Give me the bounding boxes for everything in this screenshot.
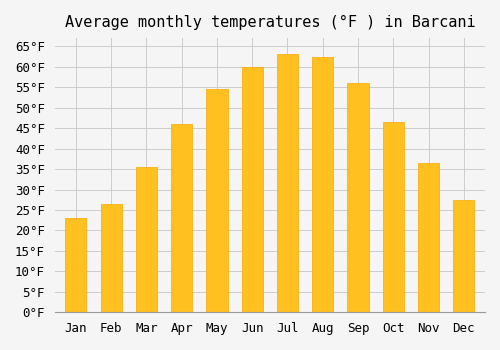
Title: Average monthly temperatures (°F ) in Barcani: Average monthly temperatures (°F ) in Ba… — [64, 15, 475, 30]
Bar — [136, 167, 157, 312]
Bar — [312, 57, 334, 312]
Bar — [66, 218, 86, 312]
Bar — [242, 67, 263, 312]
Bar — [171, 124, 192, 312]
Bar — [206, 89, 228, 312]
Bar — [277, 55, 298, 312]
Bar — [418, 163, 439, 312]
Bar — [348, 83, 368, 312]
Bar — [100, 204, 121, 312]
Bar — [382, 122, 404, 312]
Bar — [454, 200, 474, 312]
